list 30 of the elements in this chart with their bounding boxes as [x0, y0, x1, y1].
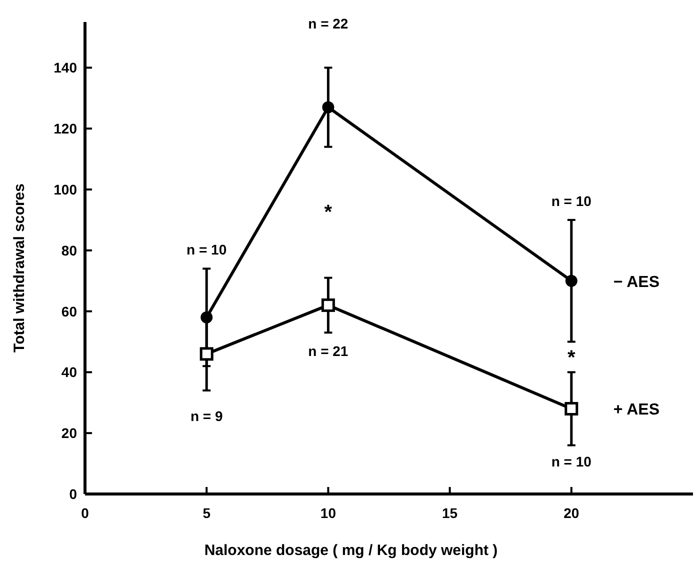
x-axis-title: Naloxone dosage ( mg / Kg body weight ) — [204, 542, 498, 559]
x-tick-label: 5 — [202, 505, 211, 521]
point — [322, 101, 334, 114]
point — [321, 298, 335, 312]
annotation: n = 10 — [186, 241, 227, 258]
annotation: n = 9 — [190, 408, 223, 424]
annotation: n = 21 — [308, 343, 348, 360]
y-tick-label: 80 — [61, 242, 78, 258]
x-tick-label: 20 — [564, 505, 580, 521]
y-tick-label: 100 — [54, 181, 78, 198]
text: + AES — [613, 402, 660, 419]
y-axis-title: Total withdrawal scores — [11, 184, 28, 352]
y-tick-label: 0 — [69, 486, 78, 502]
x-tick-label: 10 — [320, 505, 336, 521]
y-tick-label: 120 — [54, 120, 78, 137]
point — [565, 274, 578, 287]
y-tick-label: 60 — [61, 303, 78, 320]
text: − AES — [613, 274, 660, 291]
annotation: n = 10 — [551, 454, 592, 470]
point — [564, 402, 578, 416]
annotation: * — [324, 201, 332, 224]
y-tick-label: 20 — [61, 425, 78, 442]
annotation: * — [568, 346, 576, 369]
y-tick-label: 140 — [54, 60, 78, 76]
point — [200, 347, 214, 361]
y-tick-label: 40 — [61, 364, 78, 380]
annotation: n = 22 — [308, 15, 348, 32]
x-tick-label: 0 — [81, 505, 90, 521]
x-tick-label: 15 — [442, 505, 458, 521]
annotation: n = 10 — [551, 192, 592, 209]
